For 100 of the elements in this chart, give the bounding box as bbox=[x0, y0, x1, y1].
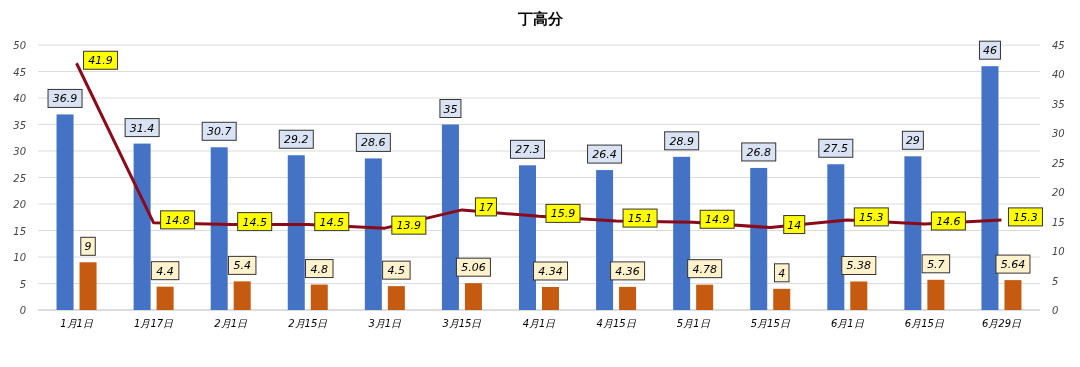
bar bbox=[464, 283, 482, 310]
x-tick-label: 4月15日 bbox=[596, 318, 637, 329]
bar bbox=[56, 114, 74, 310]
bar bbox=[827, 164, 845, 310]
data-label: 28.9 bbox=[669, 134, 694, 148]
data-label: 41.9 bbox=[88, 54, 113, 68]
y2-tick-label: 40 bbox=[1052, 69, 1065, 81]
chart-title: 丁高分 bbox=[516, 10, 564, 28]
data-label: 4.5 bbox=[387, 264, 406, 278]
y-tick-label: 35 bbox=[13, 119, 26, 131]
bar bbox=[542, 287, 559, 310]
data-label: 4.34 bbox=[538, 265, 563, 278]
data-label: 5.06 bbox=[461, 261, 486, 275]
y2-tick-label: 35 bbox=[1052, 98, 1065, 110]
data-label: 36.9 bbox=[52, 92, 78, 106]
bar bbox=[233, 281, 251, 310]
data-label: 26.4 bbox=[592, 148, 617, 162]
bar bbox=[210, 147, 228, 310]
x-tick-label: 2月15日 bbox=[288, 318, 329, 329]
y2-tick-label: 0 bbox=[1052, 305, 1059, 316]
data-label: 14.5 bbox=[319, 215, 345, 229]
data-label: 13.9 bbox=[396, 219, 422, 233]
data-label: 4.8 bbox=[310, 262, 329, 276]
y-tick-label: 50 bbox=[13, 40, 26, 51]
x-tick-label: 5月15日 bbox=[750, 318, 791, 329]
x-tick-label: 6月1日 bbox=[830, 318, 865, 329]
data-label: 29.2 bbox=[284, 133, 309, 147]
y2-tick-label: 20 bbox=[1052, 187, 1065, 199]
data-label: 28.6 bbox=[361, 136, 386, 150]
data-label: 35 bbox=[443, 102, 458, 116]
data-label: 29 bbox=[905, 134, 920, 148]
bar bbox=[981, 66, 999, 310]
bar bbox=[927, 279, 945, 310]
bar bbox=[364, 158, 382, 310]
bar bbox=[904, 156, 922, 310]
data-label: 17 bbox=[478, 200, 493, 214]
bar bbox=[596, 170, 614, 310]
x-tick-label: 5月1日 bbox=[676, 318, 711, 329]
y-tick-label: 5 bbox=[19, 278, 26, 290]
y-tick-label: 40 bbox=[13, 93, 26, 104]
y-tick-label: 30 bbox=[13, 146, 26, 157]
data-label: 15.9 bbox=[550, 207, 576, 221]
data-label: 14 bbox=[787, 218, 802, 232]
data-label: 4 bbox=[778, 266, 786, 280]
y-tick-label: 20 bbox=[13, 199, 26, 210]
bar bbox=[287, 155, 305, 310]
y-tick-label: 0 bbox=[19, 305, 26, 316]
bar bbox=[156, 286, 174, 310]
y-tick-label: 45 bbox=[13, 66, 26, 78]
y-tick-label: 25 bbox=[13, 172, 26, 184]
bar bbox=[519, 165, 536, 310]
x-tick-label: 2月1日 bbox=[214, 318, 249, 329]
data-label: 4.4 bbox=[156, 264, 174, 278]
data-label: 5.7 bbox=[927, 257, 945, 271]
data-label: 14.9 bbox=[704, 213, 730, 227]
y2-tick-label: 30 bbox=[1052, 128, 1065, 140]
data-label: 31.4 bbox=[129, 121, 155, 135]
bar bbox=[441, 124, 459, 310]
data-label: 46 bbox=[982, 44, 997, 58]
y2-tick-label: 25 bbox=[1052, 157, 1065, 169]
data-label: 14.5 bbox=[242, 215, 267, 229]
bar bbox=[850, 281, 868, 310]
bar bbox=[387, 286, 405, 310]
x-tick-label: 6月15日 bbox=[904, 318, 945, 329]
y2-tick-label: 45 bbox=[1052, 40, 1065, 51]
bar bbox=[773, 288, 791, 310]
data-label: 14.8 bbox=[165, 213, 190, 227]
x-tick-label: 1月1日 bbox=[60, 318, 94, 329]
bar bbox=[750, 167, 768, 310]
data-label: 4.78 bbox=[692, 262, 717, 276]
y2-tick-label: 10 bbox=[1052, 246, 1065, 258]
y2-tick-label: 5 bbox=[1052, 275, 1059, 287]
bar bbox=[696, 284, 714, 310]
bar bbox=[79, 262, 97, 310]
bar bbox=[673, 156, 691, 310]
bar bbox=[310, 284, 328, 310]
y-tick-label: 15 bbox=[13, 225, 26, 237]
bar bbox=[1004, 280, 1022, 310]
data-label: 5.4 bbox=[233, 259, 251, 273]
data-label: 15.3 bbox=[859, 210, 884, 224]
data-label: 5.38 bbox=[846, 259, 872, 273]
bar bbox=[133, 143, 151, 310]
data-label: 15.1 bbox=[627, 212, 653, 226]
data-label: 26.8 bbox=[746, 145, 771, 159]
x-tick-label: 6月29日 bbox=[981, 318, 1022, 329]
x-tick-label: 3月1日 bbox=[368, 318, 403, 329]
data-label: 15.3 bbox=[1013, 210, 1038, 224]
data-label: 14.6 bbox=[936, 215, 961, 229]
bar bbox=[619, 286, 637, 310]
data-label: 27.3 bbox=[515, 143, 540, 157]
x-tick-label: 4月1日 bbox=[522, 318, 557, 329]
data-label: 9 bbox=[84, 240, 92, 254]
x-tick-label: 1月17日 bbox=[134, 318, 175, 329]
y-tick-label: 10 bbox=[13, 252, 26, 263]
data-label: 5.64 bbox=[1000, 258, 1026, 272]
data-label: 27.5 bbox=[823, 142, 849, 156]
data-label: 30.7 bbox=[206, 125, 232, 139]
data-label: 4.36 bbox=[615, 264, 640, 278]
x-tick-label: 3月15日 bbox=[442, 318, 483, 329]
y2-tick-label: 15 bbox=[1052, 216, 1065, 228]
